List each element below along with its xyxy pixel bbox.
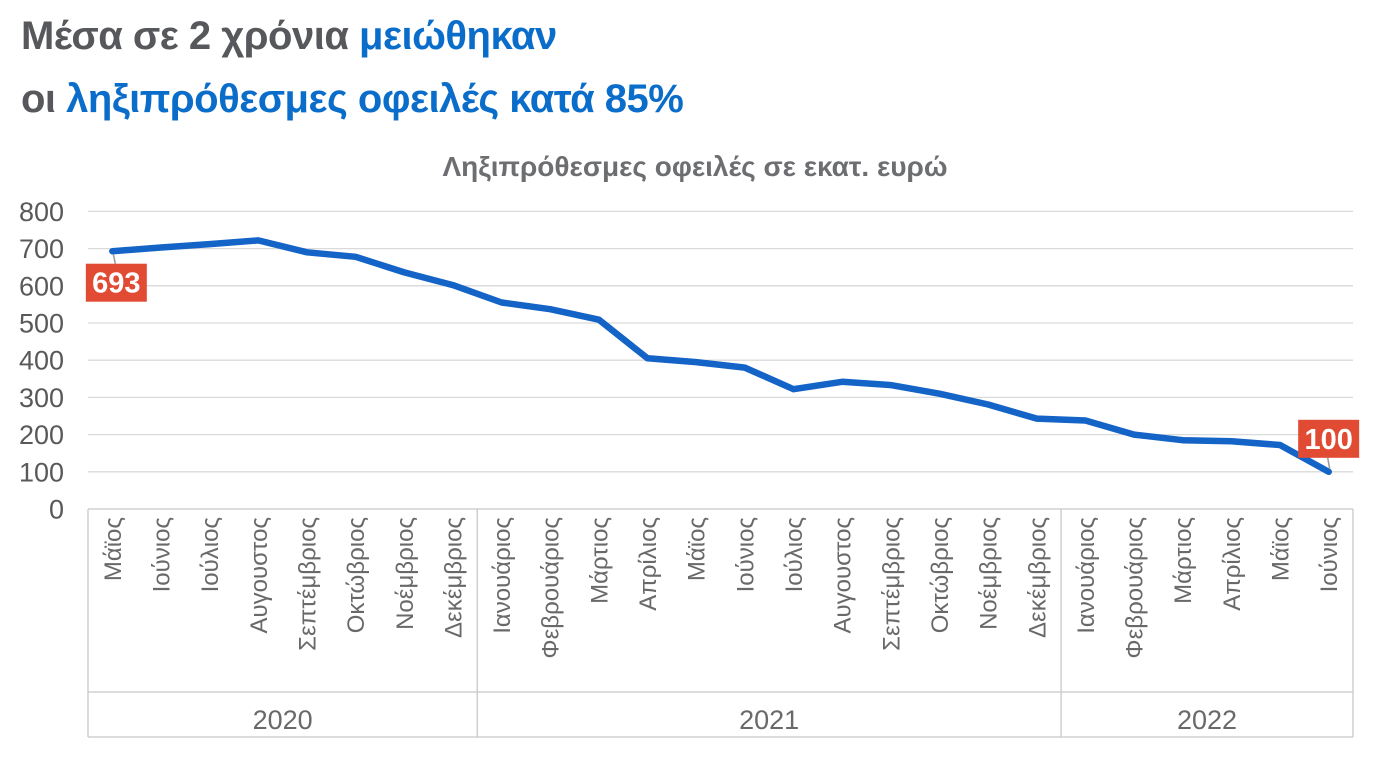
month-label: Ιούνιος [1316,517,1343,592]
chart-title: Ληξιπρόθεσμες οφειλές σε εκατ. ευρώ [442,151,948,182]
year-label: 2021 [739,705,799,735]
month-label: Οκτώβριος [927,517,954,633]
y-tick-label: 100 [19,457,64,487]
title-line-2-gray: οι [21,77,67,121]
month-label: Δεκέμβριος [1024,517,1051,638]
y-tick-label: 600 [19,271,64,301]
y-axis-labels: 800 700 600 500 400 300 200 100 0 [19,197,64,525]
title-line-1-blue: μειώθηκαν [359,14,557,58]
month-label: Φεβρουάριος [538,517,565,659]
title-line-1: Μέσα σε 2 χρόνια μειώθηκαν [21,5,683,68]
month-label: Ιανουάριος [1073,517,1100,634]
month-labels: Μάϊος Ιούνιος Ιούλιος Αυγουστος Σεπτέμβριος Ο… [100,517,1343,659]
month-label: Μάϊος [684,517,711,581]
y-tick-label: 400 [19,346,64,376]
month-label: Ιούλιος [781,517,808,592]
category-table [87,509,1354,738]
month-label: Απρίλιος [1219,517,1246,611]
y-tick-label: 300 [19,383,64,413]
month-label: Νοέμβριος [976,517,1003,630]
month-label: Ιούλιος [197,517,224,592]
y-tick-label: 200 [19,420,64,450]
month-label: Μάϊος [100,517,127,581]
month-label: Μάρτιος [1170,517,1197,604]
y-tick-label: 800 [19,197,64,227]
title-line-1-gray: Μέσα σε 2 χρόνια [21,14,360,58]
y-tick-label: 500 [19,309,64,339]
month-label: Ιανουάριος [489,517,516,634]
month-label: Ιούνιος [148,517,175,592]
month-label: Αυγουστος [830,517,857,633]
month-label: Δεκέμβριος [440,517,467,638]
month-label: Οκτώβριος [343,517,370,633]
month-label: Φεβρουάριος [1122,517,1149,659]
title-line-2-blue: ληξιπρόθεσμες οφειλές κατά 85% [66,77,684,121]
gridlines [88,210,1353,510]
data-label-badge [1298,419,1360,458]
data-label-badge [85,263,147,302]
month-label: Νοέμβριος [392,517,419,630]
y-tick-label: 700 [19,234,64,264]
page-title: Μέσα σε 2 χρόνια μειώθηκαν οι ληξιπρόθεσ… [21,5,684,131]
month-label: Ιούνιος [732,517,759,592]
month-label: Μάϊος [1268,517,1295,581]
year-labels: 2020 2021 2022 [253,705,1238,735]
y-tick-label: 0 [49,495,64,525]
data-label-value: 693 [92,268,140,300]
year-label: 2020 [253,705,313,735]
month-label: Σεπτέμβριος [294,517,321,651]
data-label-value: 100 [1304,424,1352,456]
month-label: Σεπτέμβριος [878,517,905,651]
month-label: Απρίλιος [635,517,662,611]
month-label: Αυγουστος [246,517,273,633]
series-line [109,237,1332,476]
year-label: 2022 [1177,705,1237,735]
data-label-badges: 693 100 [85,254,1360,469]
title-line-2: οι ληξιπρόθεσμες οφειλές κατά 85% [21,68,684,131]
month-label: Μάρτιος [586,517,613,604]
